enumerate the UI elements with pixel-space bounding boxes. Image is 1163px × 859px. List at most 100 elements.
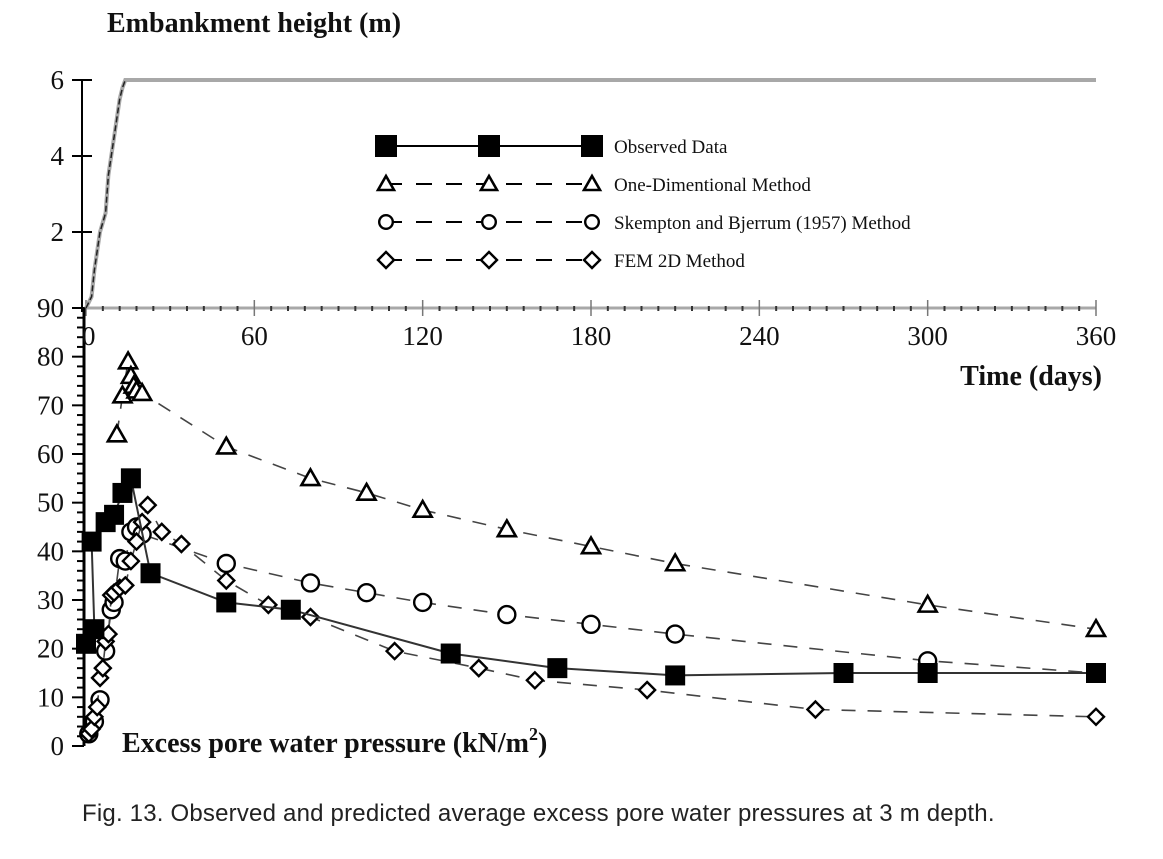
data-point-fem-2d-method	[126, 531, 147, 552]
top-y-ticks: 2 4 6	[51, 65, 92, 309]
data-point-fem-2d-method	[384, 641, 405, 661]
data-point-fem-2d-method	[171, 534, 192, 554]
data-point-one-dimentional-method	[495, 517, 519, 538]
data-point-observed-data	[81, 531, 102, 552]
data-point-one-dimentional-method	[130, 381, 154, 402]
data-point-skempton-and-bjerrum-1957-method	[497, 604, 517, 625]
top-y-tick-label: 4	[51, 141, 65, 171]
x-tick-label: 180	[571, 321, 612, 351]
data-point-skempton-and-bjerrum-1957-method	[300, 573, 321, 593]
legend-label: One-Dimentional Method	[614, 175, 811, 196]
x-tick-label: 360	[1076, 321, 1117, 351]
data-point-skempton-and-bjerrum-1957-method	[356, 583, 377, 603]
bottom-y-tick-label: 20	[37, 634, 64, 664]
legend-item-one-dimentional-method: One-Dimentional Method	[375, 173, 811, 196]
data-point-one-dimentional-method	[1084, 617, 1108, 638]
legend-marker-fem-2d-method	[479, 250, 499, 270]
bottom-x-tick-labels: 0 60 120 180 240 300 360	[82, 321, 1116, 351]
embankment-height-chart: Embankment height (m) 2 4 6	[51, 8, 1097, 316]
data-point-one-dimentional-method	[355, 481, 378, 501]
data-point-one-dimentional-method	[105, 422, 129, 443]
data-point-observed-data	[440, 643, 461, 664]
data-point-skempton-and-bjerrum-1957-method	[665, 624, 685, 644]
y-axis-title-superscript: 2	[529, 724, 538, 744]
bottom-y-tick-label: 90	[37, 293, 64, 323]
figure-caption: Fig. 13. Observed and predicted average …	[82, 800, 995, 827]
data-point-one-dimentional-method	[411, 498, 434, 519]
data-point-fem-2d-method	[258, 595, 279, 615]
top-y-tick-label: 2	[51, 217, 65, 247]
data-point-skempton-and-bjerrum-1957-method	[581, 614, 601, 635]
data-point-one-dimentional-method	[215, 435, 238, 455]
data-point-observed-data	[104, 504, 125, 525]
data-point-observed-data	[140, 563, 161, 584]
top-y-tick-label: 6	[51, 65, 65, 95]
y-axis-title: Excess pore water pressure (kN/m2)	[122, 724, 547, 759]
data-point-one-dimentional-method	[663, 551, 687, 572]
data-point-observed-data	[280, 599, 301, 620]
data-point-fem-2d-method	[525, 670, 545, 690]
bottom-y-tick-label: 80	[37, 342, 64, 372]
data-point-one-dimentional-method	[579, 534, 603, 555]
series-observed-data	[76, 468, 1106, 686]
legend-marker-one-dimentional-method	[478, 173, 500, 192]
data-point-one-dimentional-method	[116, 349, 140, 370]
bottom-y-tick-label: 10	[37, 682, 64, 712]
top-chart-title: Embankment height (m)	[107, 8, 401, 39]
x-tick-label: 60	[241, 321, 268, 351]
bottom-y-tick-label: 50	[37, 488, 64, 518]
top-x-ticks	[85, 300, 1097, 316]
bottom-y-tick-label: 30	[37, 585, 64, 615]
legend-item-observed-data: Observed Data	[375, 135, 728, 158]
pore-pressure-chart: 0 10 20 30 40 50 60 70 80 90 0 60 120 180 240 300 360 T…	[37, 293, 1116, 761]
top-series-group	[84, 78, 1096, 309]
x-tick-label: 300	[907, 321, 948, 351]
data-point-observed-data	[216, 592, 237, 613]
bottom-series-group	[76, 349, 1108, 744]
x-tick-label: 240	[739, 321, 780, 351]
bottom-y-tick-label: 0	[51, 731, 65, 761]
embankment-height-line	[84, 78, 1096, 309]
data-point-fem-2d-method	[805, 699, 826, 720]
series-line-observed-data	[85, 475, 1096, 677]
data-point-observed-data	[547, 658, 568, 679]
data-point-fem-2d-method	[1086, 707, 1106, 727]
bottom-y-tick-label: 60	[37, 439, 64, 469]
legend-marker-observed-data	[581, 135, 603, 157]
data-point-skempton-and-bjerrum-1957-method	[412, 592, 433, 613]
data-point-observed-data	[833, 663, 854, 683]
data-point-fem-2d-method	[469, 658, 489, 678]
bottom-y-tick-label: 70	[37, 390, 64, 420]
data-point-one-dimentional-method	[916, 593, 939, 613]
legend: Observed Data One-Dimentional Method Skemp…	[375, 135, 911, 272]
legend-marker-observed-data	[375, 135, 397, 157]
data-point-observed-data	[120, 468, 141, 489]
data-point-observed-data	[917, 663, 938, 683]
data-point-fem-2d-method	[152, 522, 172, 542]
legend-marker-observed-data	[478, 135, 500, 157]
data-point-fem-2d-method	[121, 551, 141, 571]
series-fem-2d-method	[79, 495, 1106, 744]
bottom-y-tick-label: 40	[37, 536, 64, 566]
data-point-fem-2d-method	[216, 570, 236, 591]
legend-marker-one-dimentional-method	[581, 173, 603, 192]
data-point-skempton-and-bjerrum-1957-method	[216, 553, 236, 574]
legend-label: Observed Data	[614, 137, 728, 158]
data-point-observed-data	[665, 665, 686, 686]
data-point-fem-2d-method	[93, 658, 113, 678]
legend-label: FEM 2D Method	[614, 251, 745, 272]
legend-marker-one-dimentional-method	[375, 173, 397, 192]
x-axis-title: Time (days)	[960, 361, 1102, 392]
data-point-one-dimentional-method	[299, 466, 322, 487]
legend-marker-fem-2d-method	[376, 250, 396, 270]
legend-item-fem-2d-method: FEM 2D Method	[376, 250, 745, 272]
legend-marker-skempton-and-bjerrum-1957-method	[481, 213, 498, 230]
legend-marker-fem-2d-method	[582, 250, 602, 270]
legend-item-skempton-and-bjerrum-1957-method: Skempton and Bjerrum (1957) Method	[378, 213, 911, 234]
legend-marker-skempton-and-bjerrum-1957-method	[378, 213, 395, 230]
legend-label: Skempton and Bjerrum (1957) Method	[614, 213, 911, 234]
data-point-fem-2d-method	[87, 697, 107, 717]
y-axis-title-main: Excess pore water pressure (kN/m	[122, 728, 529, 759]
legend-marker-skempton-and-bjerrum-1957-method	[584, 213, 601, 230]
